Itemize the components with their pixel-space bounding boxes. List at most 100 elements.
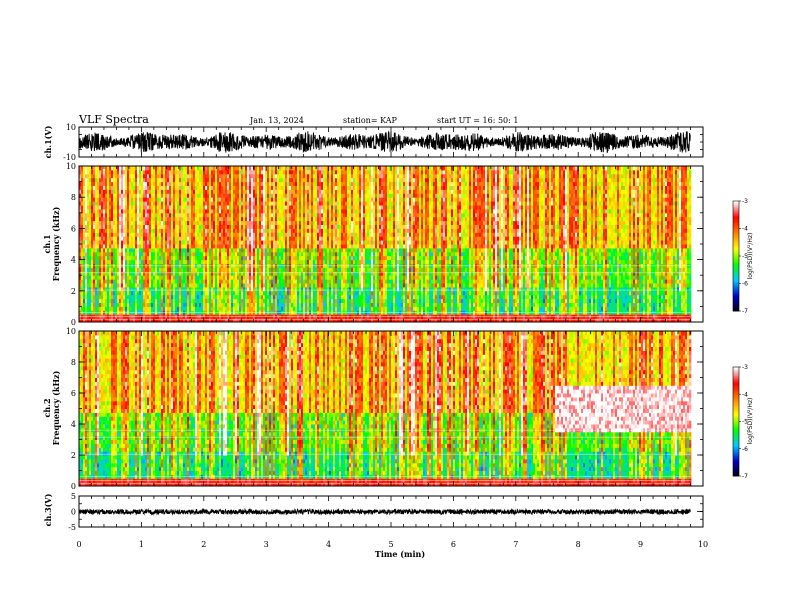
ch1-spectrogram-cell [99,189,102,194]
ch1-spectrogram-cell [135,232,138,237]
ch1-spectrogram-cell [159,236,162,241]
ch1-spectrogram-cell [135,228,138,233]
ch1-spectrogram-cell [87,279,90,284]
ch1-spectrogram-cell [151,240,154,245]
ch1-spectrogram-cell [161,169,164,175]
ch1-spectrogram-cell [151,205,154,210]
ch1-spectrogram-cell [209,271,212,276]
ch1-spectrogram-cell [277,244,280,249]
ch1-spectrogram-cell [115,267,118,272]
ch1-spectrogram-cell [103,279,106,284]
ch1-spectrogram-cell [271,232,274,237]
ch1-spectrogram-cell [279,166,282,171]
ch1-spectrogram-cell [121,302,124,307]
ch1-spectrogram-cell [161,193,164,198]
ch1-spectrogram-cell [167,244,170,249]
ch1-spectrogram-cell [249,201,252,206]
ch1-spectrogram-cell [171,302,174,307]
ch1-spectrogram-cell [177,306,180,311]
ch1-spectrogram-cell [211,212,214,218]
ch1-spectrogram-cell [209,255,212,261]
ch1-spectrogram-cell [81,302,84,307]
ch1-spectrogram-cell [95,283,98,288]
ch1-spectrogram-cell [225,318,228,322]
ch1-spectrogram-cell [289,197,292,202]
ch1-spectrogram-cell [199,318,202,322]
ch1-spectrogram-cell [245,302,248,307]
ch1-spectrogram-cell [293,275,296,280]
ch1-spectrogram-cell [145,247,148,253]
ch1-spectrogram-cell [267,208,270,214]
ch1-spectrogram-cell [83,275,86,280]
ch1-spectrogram-cell [287,294,290,300]
ch1-spectrogram-cell [133,185,136,190]
ch1-spectrogram-cell [129,244,132,249]
ch1-spectrogram-cell [191,201,194,206]
ch1-spectrogram-cell [313,271,316,276]
ch1-spectrogram-cell [185,255,188,261]
ch1-spectrogram-cell [211,271,214,276]
ch1-spectrogram-cell [299,193,302,198]
ch1-spectrogram-cell [159,247,162,253]
ch1-spectrogram-cell [269,318,272,322]
ch1-spectrogram-cell [95,251,98,257]
ch1-spectrogram-cell [167,166,170,171]
ch1-spectrogram-cell [123,208,126,214]
ch1-spectrogram-cell [319,216,322,222]
ch1-spectrogram-cell [199,240,202,245]
ch1-spectrogram-cell [119,212,122,218]
ch1-spectrogram-cell [257,267,260,272]
ch1-spectrogram-cell [319,283,322,288]
ch1-spectrogram-cell [271,318,274,322]
ch1-spectrogram-cell [255,294,258,300]
ch1-spectrogram-cell [251,193,254,198]
ch1-spectrogram-cell [221,298,224,303]
ch1-spectrogram-cell [115,247,118,253]
ch1-spectrogram-cell [155,173,158,179]
ch1-spectrogram-cell [137,290,140,296]
ch1-spectrogram-cell [171,279,174,284]
ch1-spectrogram-cell [201,267,204,272]
ch1-spectrogram-cell [91,212,94,218]
ch1-spectrogram-cell [129,197,132,202]
ch1-spectrogram-cell [145,208,148,214]
ch1-spectrogram-cell [163,169,166,175]
ch1-spectrogram-cell [295,166,298,171]
ch1-spectrogram-cell [269,236,272,241]
ch1-spectrogram-cell [271,208,274,214]
ch1-spectrogram-cell [107,228,110,233]
ch1-spectrogram-cell [217,201,220,206]
ch1-spectrogram-cell [171,205,174,210]
ch1-spectrogram-cell [243,232,246,237]
ch1-spectrogram-cell [269,185,272,190]
ch1-spectrogram-cell [79,251,82,257]
ch1-spectrogram-cell [317,302,320,307]
ch1-spectrogram-cell [115,169,118,175]
ch1-spectrogram-cell [245,212,248,218]
ch1-spectrogram-cell [109,251,112,257]
ch1-spectrogram-cell [89,302,92,307]
ch1-spectrogram-cell [169,208,172,214]
ch1-spectrogram-cell [253,205,256,210]
ch1-spectrogram-cell [245,216,248,222]
ch1-spectrogram-cell [311,205,314,210]
ch1-spectrogram-cell [261,205,264,210]
ch1-spectrogram-cell [239,197,242,202]
ch1-spectrogram-cell [205,290,208,296]
ch1-spectrogram-cell [295,251,298,257]
ch1-spectrogram-cell [267,173,270,179]
ch1-spectrogram-cell [189,247,192,253]
ch1-spectrogram-cell [145,220,148,225]
ch1-spectrogram-cell [215,236,218,241]
ch1-spectrogram-cell [217,259,220,264]
ch1-spectrogram-cell [109,247,112,253]
ch1-spectrogram-cell [279,236,282,241]
ch1-spectrogram-cell [271,181,274,186]
ch1-spectrogram-cell [231,279,234,284]
ch1-spectrogram-cell [159,259,162,264]
ch1-spectrogram-cell [211,216,214,222]
ch1-spectrogram-cell [175,232,178,237]
ch1-spectrogram-cell [155,181,158,186]
ch1-spectrogram-cell [119,201,122,206]
ch1-spectrogram-cell [247,181,250,186]
